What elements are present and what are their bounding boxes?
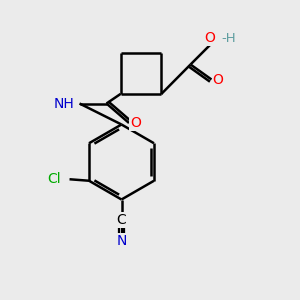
Text: Cl: Cl (47, 172, 61, 186)
Text: N: N (116, 234, 127, 248)
Text: -H: -H (221, 32, 236, 45)
Text: NH: NH (53, 97, 74, 110)
Text: O: O (205, 32, 215, 45)
Text: C: C (117, 213, 126, 227)
Text: O: O (213, 73, 224, 86)
Text: O: O (130, 116, 141, 130)
